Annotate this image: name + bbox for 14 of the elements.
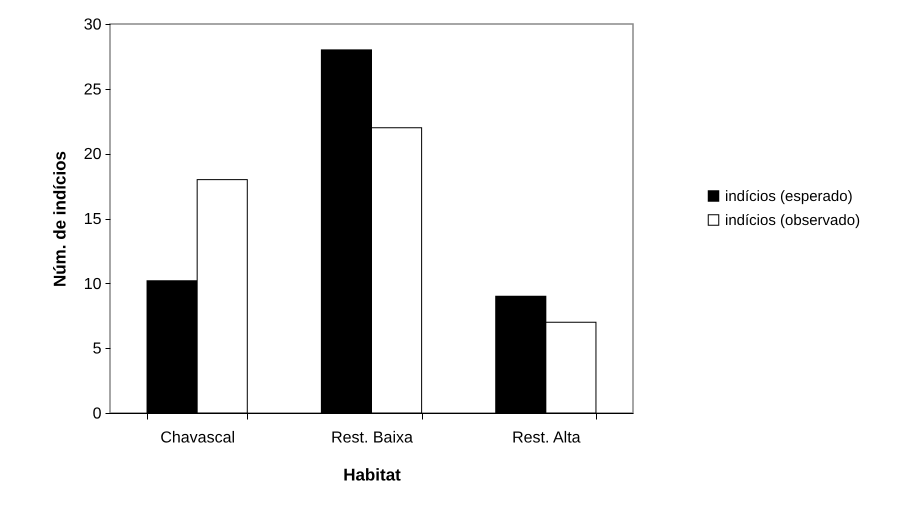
x-tick-label: Chavascal [160,430,236,446]
x-tick-label: Rest. Alta [512,430,581,446]
y-axis-title: Núm. de indícios [50,150,70,288]
y-tick-label: 5 [92,340,102,358]
y-tick-label: 0 [92,406,102,422]
y-tick-label: 30 [84,16,102,34]
y-tick-label: 25 [84,81,102,98]
y-tick-label: 20 [84,146,102,164]
legend-label: indícios (observado) [725,212,860,229]
y-tick-label: 10 [84,276,102,293]
legend-label: indícios (esperado) [725,188,853,205]
x-axis-title: Habitat [343,466,402,484]
x-tick-label: Rest. Baixa [331,430,414,446]
y-tick-label: 15 [84,211,102,228]
